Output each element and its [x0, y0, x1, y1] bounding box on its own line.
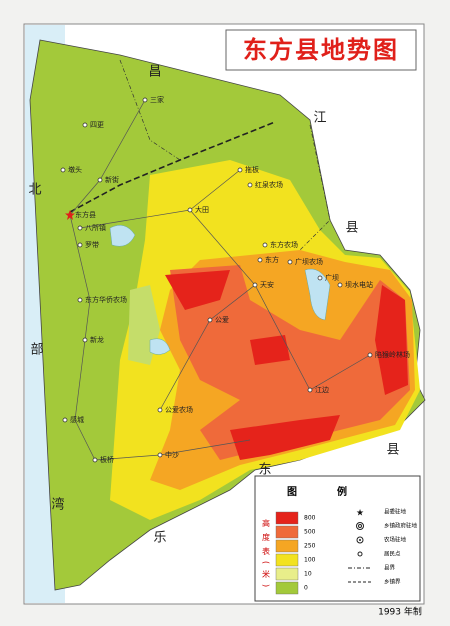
place-marker — [187, 207, 193, 213]
place-marker — [307, 387, 313, 393]
neighbor-label: 部 — [30, 343, 43, 358]
place-marker — [77, 242, 83, 248]
place-label: 墩头 — [68, 165, 82, 174]
place-marker — [82, 122, 88, 128]
symbol-farm — [359, 539, 361, 541]
neighbor-label: 县 — [345, 221, 358, 236]
place-marker — [97, 177, 103, 183]
symbol-label: 乡镇政府驻地 — [384, 522, 418, 530]
railway — [69, 121, 276, 213]
scale-label: 高度表(米) — [262, 518, 271, 593]
zone-800 — [165, 270, 408, 460]
place-label: 东方农场 — [270, 240, 298, 249]
place-marker — [157, 407, 163, 413]
county-seat — [65, 210, 75, 220]
place-marker — [207, 317, 213, 323]
legend-level: 800 — [304, 515, 316, 522]
place-label: 坝水电站 — [345, 280, 373, 289]
symbol-town — [358, 524, 362, 528]
map-title: 东方县地势图 — [243, 36, 399, 64]
symbol-star: ★ — [356, 509, 364, 519]
place-marker — [77, 297, 83, 303]
legend-level: 500 — [304, 529, 316, 536]
legend-swatch — [275, 539, 299, 553]
neighbor-label: 昌 — [148, 65, 161, 80]
place-marker — [62, 417, 68, 423]
footer: 1993 年制 — [378, 606, 422, 618]
place-label: 红泉农场 — [255, 180, 283, 189]
place-label: 罗带 — [85, 241, 99, 249]
place-label: 板桥 — [100, 455, 114, 464]
symbol-label: 县委驻地 — [384, 508, 407, 516]
symbol-village — [357, 551, 363, 557]
legend-level: 100 — [304, 557, 316, 564]
neighbor-label: 乐 — [153, 531, 166, 546]
place-marker — [82, 337, 88, 343]
place-marker — [60, 167, 66, 173]
symbol-label: 农场驻地 — [384, 536, 407, 544]
legend-title: 图例 — [287, 485, 387, 498]
place-label: 广坝 — [325, 273, 339, 282]
place-label: 江边 — [315, 385, 329, 394]
place-marker — [257, 257, 263, 263]
place-label: 新街 — [105, 175, 119, 184]
place-marker — [252, 282, 258, 288]
place-marker — [287, 259, 293, 265]
place-marker — [157, 452, 163, 458]
symbol-farm — [356, 536, 364, 544]
place-label: 公爱农场 — [165, 405, 193, 414]
place-label: 中沙 — [165, 450, 179, 459]
legend-level: 250 — [304, 543, 316, 550]
place-label: 天安 — [260, 280, 274, 289]
symbol-label: 乡镇界 — [384, 578, 401, 586]
symbol-town — [356, 522, 364, 530]
legend-level: 0 — [304, 585, 308, 592]
place-label: 广坝农场 — [295, 257, 323, 266]
place-label: 八所镇 — [85, 223, 106, 232]
place-marker — [262, 242, 268, 248]
title-box — [225, 29, 417, 71]
place-marker — [237, 167, 243, 173]
place-marker — [337, 282, 343, 288]
reservoir — [109, 224, 331, 355]
place-label: 大田 — [195, 205, 209, 214]
legend-swatch — [275, 525, 299, 539]
place-label: 陷猴岭林场 — [375, 350, 410, 359]
legend-swatch — [275, 567, 299, 581]
place-label: 四更 — [90, 121, 104, 129]
place-label: 公爱 — [215, 316, 229, 324]
neighbor-label: 湾 — [51, 497, 64, 513]
place-label: 东方华侨农场 — [85, 295, 127, 304]
neighbor-label: 东 — [258, 463, 271, 478]
neighbor-label: 北 — [28, 183, 41, 198]
neighbor-label: 县 — [386, 443, 399, 458]
place-label: 东方 — [265, 255, 279, 264]
place-label: 三家 — [150, 95, 164, 104]
place-marker — [142, 97, 148, 103]
place-label: 感城 — [70, 415, 84, 424]
place-marker — [367, 352, 373, 358]
legend-level: 10 — [304, 571, 312, 578]
symbol-label: 县界 — [384, 565, 396, 572]
legend-swatch — [275, 581, 299, 595]
place-marker — [247, 182, 253, 188]
place-marker — [92, 457, 98, 463]
symbol-label: 居民点 — [384, 551, 401, 558]
neighbor-label: 江 — [313, 111, 326, 126]
place-label: 东方县 — [75, 210, 96, 219]
boundary — [119, 59, 331, 251]
zone-500 — [170, 265, 410, 460]
place-label: 拖板 — [245, 165, 259, 174]
place-label: 新龙 — [90, 335, 104, 344]
legend-swatch — [275, 553, 299, 567]
legend-swatch — [275, 511, 299, 525]
place-marker — [77, 225, 83, 231]
place-marker — [317, 275, 323, 281]
